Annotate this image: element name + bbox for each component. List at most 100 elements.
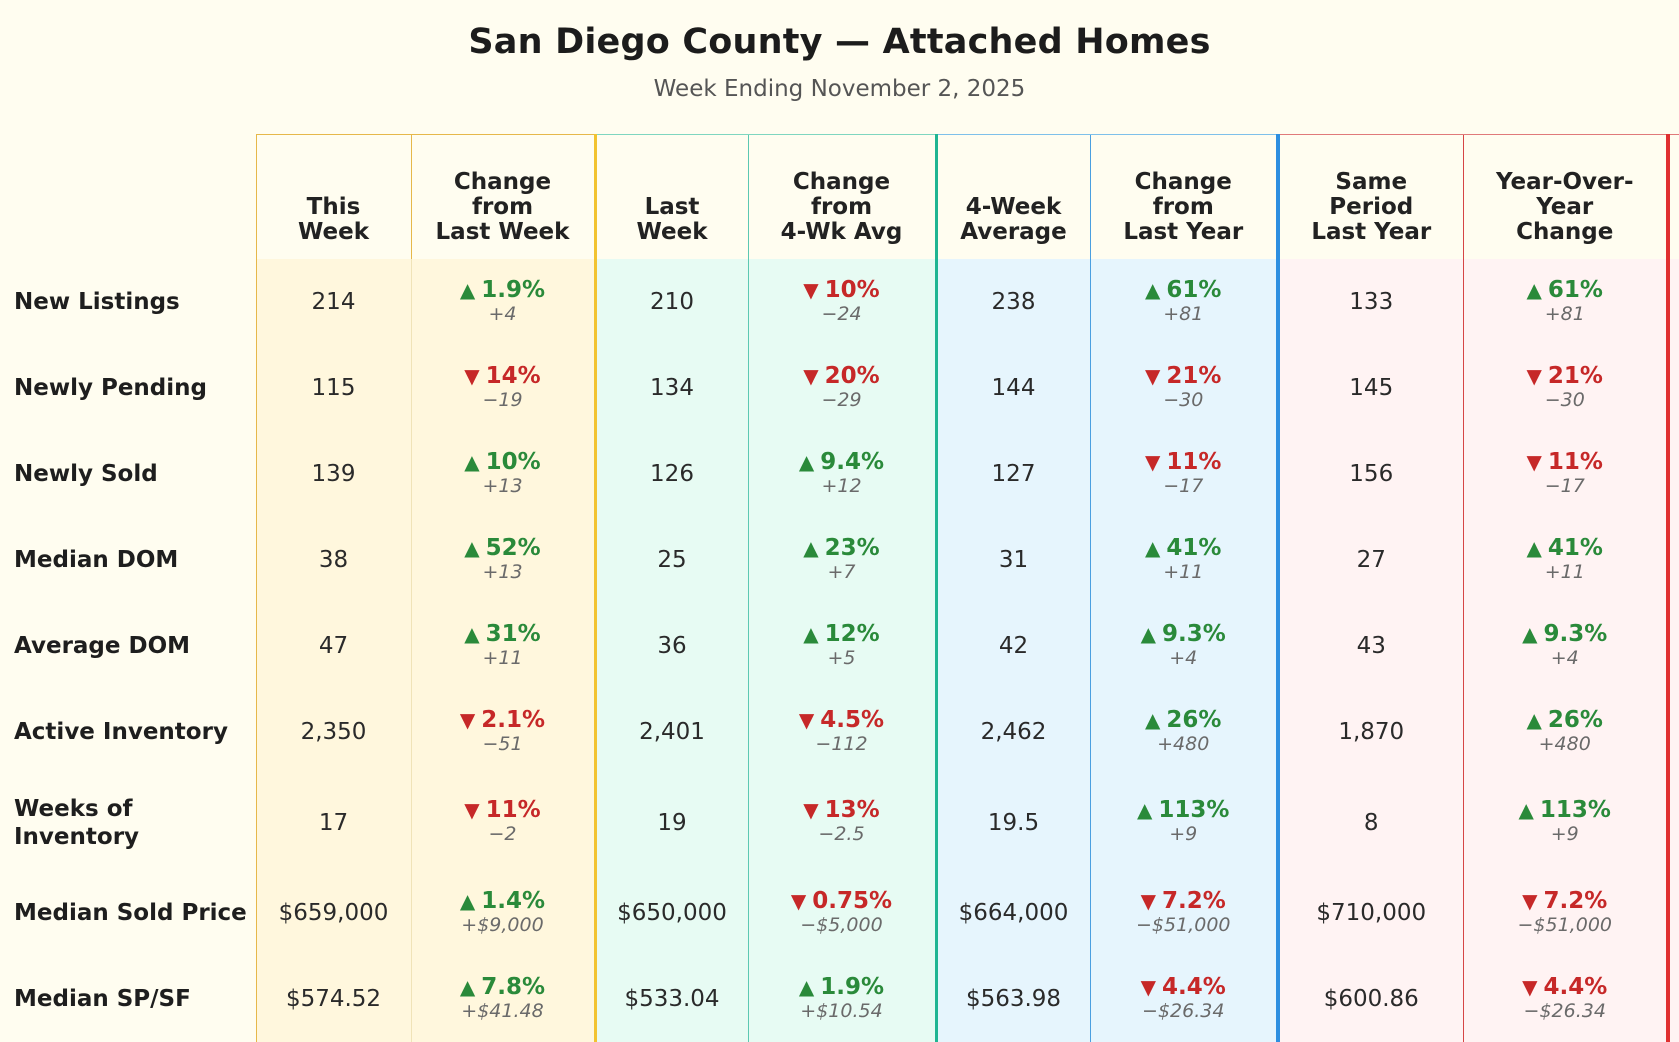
change-percent: 10% [824,276,880,303]
same-period-last-year-value: 27 [1276,517,1463,603]
metric-label: New Listings [0,259,256,345]
change-delta: −24 [821,302,862,325]
down-arrow-icon: ▼ [790,888,807,913]
down-arrow-icon: ▼ [803,798,819,822]
change-delta: +$41.48 [461,999,544,1022]
table-row: Median Sold Price $659,000 ▲ 1.4% +$9,000 … [0,870,1679,956]
table-row: Newly Sold 139 ▲ 10% +13 126 ▲ 9.4% +12 127 … [0,431,1679,517]
change-delta: −19 [482,388,523,411]
change-indicator: ▲ 23% +7 [803,534,880,582]
change-percent: 11% [485,797,541,823]
change-delta: −29 [821,388,862,411]
change-delta: −17 [1544,474,1585,497]
change-from-4wk-avg-cell: ▼ 20% −29 [747,345,936,431]
change-percent: 41% [1547,534,1603,561]
up-arrow-icon: ▲ [1526,277,1542,302]
header-year-over-year-change: Year-Over- Year Change [1462,134,1668,259]
change-indicator: ▼ 11% −17 [1145,449,1221,497]
metric-label: Median SP/SF [0,956,256,1042]
metric-label: Median DOM [0,517,256,603]
up-arrow-icon: ▲ [1522,621,1538,646]
change-delta: +13 [482,560,523,583]
this-week-value: 17 [255,775,411,870]
change-indicator: ▲ 113% +9 [1519,799,1611,844]
down-arrow-icon: ▼ [798,707,815,732]
up-arrow-icon: ▲ [1145,535,1161,560]
up-arrow-icon: ▲ [464,621,480,646]
change-from-last-week-cell: ▼ 14% −19 [410,345,595,431]
row-edge [1666,345,1679,431]
year-over-year-change-cell: ▼ 21% −30 [1462,345,1668,431]
up-arrow-icon: ▲ [1140,621,1157,646]
change-delta: +$10.54 [800,999,883,1022]
this-week-value: 115 [255,345,411,431]
header-this-week: This Week [255,134,411,259]
change-from-4wk-avg-cell: ▲ 1.9% +$10.54 [747,956,936,1042]
up-arrow-icon: ▲ [464,535,480,560]
change-percent: 23% [824,534,880,561]
header-change-from-last-week: Change from Last Week [410,134,595,259]
change-indicator: ▲ 113% +9 [1137,799,1229,844]
up-arrow-icon: ▲ [1145,277,1161,302]
change-percent: 1.4% [481,887,546,914]
change-indicator: ▲ 26% +480 [1145,708,1221,754]
change-delta: +12 [821,474,862,497]
change-from-last-year-cell: ▼ 21% −30 [1089,345,1278,431]
up-arrow-icon: ▲ [1526,707,1542,732]
change-indicator: ▲ 1.4% +$9,000 [460,887,546,936]
change-indicator: ▲ 9.4% +12 [799,448,885,497]
change-indicator: ▼ 14% −19 [464,362,541,411]
down-arrow-icon: ▼ [803,363,819,388]
change-percent: 113% [1539,797,1611,823]
header-change-from-4wk-avg: Change from 4-Wk Avg [747,134,936,259]
change-percent: 41% [1166,534,1222,561]
table-row: Average DOM 47 ▲ 31% +11 36 ▲ 12% +5 42 ▲ 9.3… [0,603,1679,689]
change-percent: 14% [485,362,541,389]
change-delta: +5 [827,646,856,669]
same-period-last-year-value: 43 [1276,603,1463,689]
change-from-last-week-cell: ▲ 31% +11 [410,603,595,689]
report-title: San Diego County — Attached Homes [468,22,1211,62]
change-from-4wk-avg-cell: ▼ 13% −2.5 [747,775,936,870]
change-delta: −2.5 [818,823,865,845]
change-indicator: ▲ 9.3% +4 [1140,620,1226,668]
change-indicator: ▲ 1.9% +4 [460,278,545,324]
4-week-average-value: 127 [934,431,1090,517]
row-edge [1666,603,1679,689]
last-week-value: 210 [593,259,748,345]
change-delta: +11 [1544,560,1585,583]
change-delta: +$9,000 [461,913,544,936]
change-percent: 21% [1547,362,1603,389]
change-percent: 21% [1166,362,1222,389]
change-indicator: ▼ 20% −29 [803,363,879,411]
up-arrow-icon: ▲ [803,621,819,646]
change-from-last-week-cell: ▼ 11% −2 [410,775,595,870]
same-period-last-year-value: 145 [1276,345,1463,431]
change-from-last-year-cell: ▲ 41% +11 [1089,517,1278,603]
change-percent: 9.4% [820,448,885,475]
down-arrow-icon: ▼ [1526,363,1542,388]
last-week-value: $650,000 [593,870,748,956]
change-indicator: ▲ 9.3% +4 [1522,621,1607,668]
change-indicator: ▼ 7.2% −$51,000 [1136,889,1231,935]
change-from-last-year-cell: ▼ 11% −17 [1089,431,1278,517]
this-week-value: 214 [255,259,411,345]
change-delta: −51 [482,732,523,755]
change-percent: 12% [824,620,880,647]
last-week-value: 134 [593,345,748,431]
down-arrow-icon: ▼ [1145,449,1161,474]
row-edge [1666,689,1679,775]
change-percent: 9.3% [1162,620,1226,647]
change-delta: −$26.34 [1142,999,1225,1022]
change-from-last-week-cell: ▲ 1.9% +4 [410,259,595,345]
change-indicator: ▼ 4.5% −112 [798,707,884,754]
up-arrow-icon: ▲ [459,974,476,999]
header-last-week: Last Week [593,134,748,259]
4-week-average-value: 2,462 [934,689,1090,775]
change-indicator: ▲ 1.9% +$10.54 [799,975,884,1022]
same-period-last-year-value: 1,870 [1276,689,1463,775]
last-week-value: 2,401 [593,689,748,775]
change-from-last-year-cell: ▲ 61% +81 [1089,259,1278,345]
up-arrow-icon: ▲ [1526,535,1542,560]
change-delta: −17 [1163,474,1204,497]
